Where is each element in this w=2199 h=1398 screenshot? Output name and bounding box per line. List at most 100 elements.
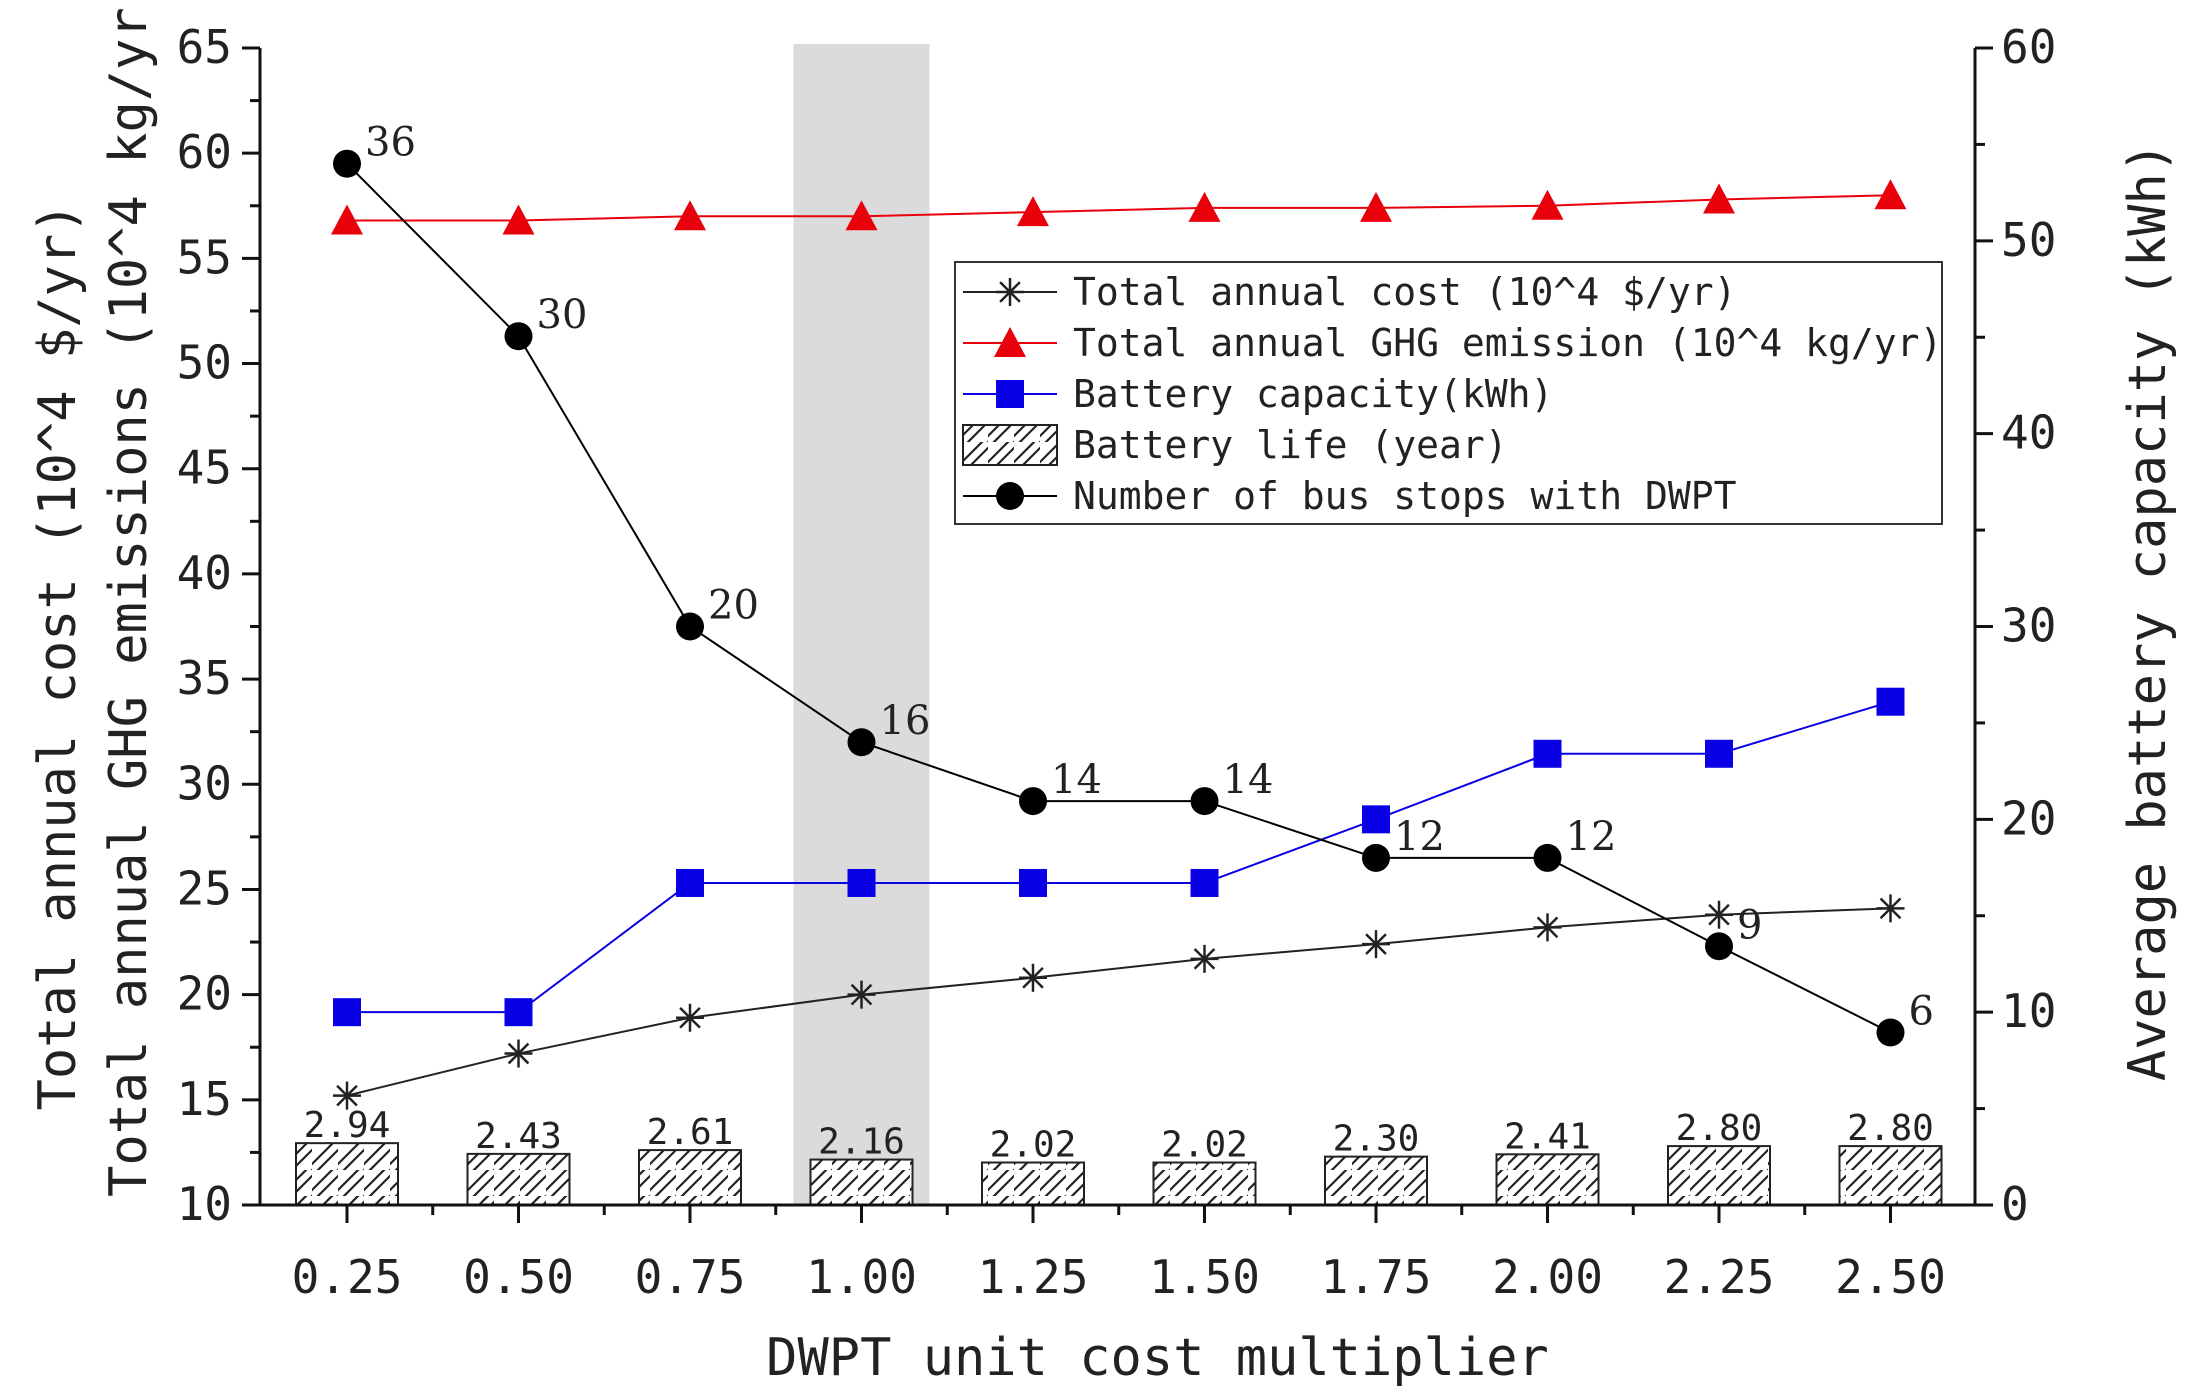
circle-series-line (346, 162, 1891, 1034)
legend-swatch-triangle (994, 327, 1026, 357)
battery-life-bar (1495, 1153, 1600, 1207)
battery-life-label: 2.61 (647, 1112, 734, 1153)
circle-point (1362, 843, 1390, 872)
battery-life-bar (295, 1142, 399, 1206)
battery-life-label: 2.94 (304, 1105, 391, 1146)
legend-swatch-square (996, 380, 1024, 408)
left-tick-label: 50 (177, 336, 232, 390)
battery-life-label: 2.80 (1676, 1108, 1763, 1149)
legend-swatch-hatch (962, 424, 1058, 466)
right-tick-label: 10 (2001, 984, 2056, 1038)
legend-label: Total annual GHG emission (10^4 kg/yr) (1073, 321, 1942, 365)
triangle-point (674, 200, 706, 231)
asterisk-stroke (1536, 916, 1559, 939)
battery-life-bar (466, 1152, 571, 1206)
left-tick-label: 60 (177, 125, 232, 179)
battery-life-label: 2.41 (1504, 1116, 1591, 1157)
circle-point (333, 149, 361, 178)
triangle-point (502, 204, 535, 235)
circle-point (847, 728, 876, 757)
left-tick-label: 25 (177, 861, 232, 915)
square-point (1362, 805, 1390, 834)
asterisk-point (1019, 963, 1047, 992)
circle-point (1533, 843, 1562, 872)
bus-stop-count-label: 9 (1737, 902, 1762, 948)
asterisk-point (504, 1039, 533, 1068)
axes-group: 10 15 20 25 30 35 40 45 50 55 60 65 0 10 20 30 40 50 60 0.2… (28, 0, 2178, 1388)
battery-life-label: 2.02 (1161, 1125, 1248, 1166)
bus-stop-count-label: 12 (1394, 814, 1445, 860)
x-tick-label: 1.75 (1321, 1250, 1432, 1304)
left-tick-label: 30 (177, 756, 232, 810)
series-group (331, 149, 1907, 1110)
asterisk-stroke (1022, 967, 1044, 989)
asterisk-point (676, 1003, 704, 1032)
asterisk-stroke (679, 1006, 701, 1029)
x-tick-label: 1.50 (1149, 1250, 1260, 1304)
asterisk-stroke (999, 281, 1021, 303)
circle-point (504, 322, 533, 351)
legend-label: Number of bus stops with DWPT (1073, 474, 1736, 518)
right-tick-label: 40 (2001, 406, 2056, 460)
bus-stop-count-label: 6 (1909, 989, 1934, 1035)
triangle-point (1703, 183, 1735, 214)
asterisk-stroke (336, 1084, 358, 1107)
asterisk-stroke (1193, 948, 1216, 970)
asterisk-stroke (1708, 903, 1730, 926)
asterisk-stroke (507, 1042, 530, 1065)
right-tick-label: 20 (2001, 791, 2056, 845)
square-point (504, 998, 533, 1027)
left-tick-label: 20 (177, 967, 232, 1021)
circle-point (676, 612, 704, 641)
bus-stop-count-label: 30 (537, 292, 588, 338)
triangle-point (331, 204, 363, 235)
triangle-point (1017, 196, 1049, 227)
left-tick-label: 40 (177, 546, 232, 600)
circle-point (1190, 787, 1219, 816)
left-tick-label: 15 (177, 1072, 232, 1126)
battery-life-bar (1324, 1155, 1428, 1206)
x-tick-label: 2.25 (1664, 1250, 1775, 1304)
highlight-band (793, 44, 930, 1205)
battery-life-label: 2.80 (1847, 1108, 1934, 1149)
bus-stop-count-label: 14 (1051, 757, 1102, 803)
square-point (1190, 868, 1219, 897)
legend-label: Battery life (year) (1073, 423, 1508, 467)
battery-life-label: 2.43 (475, 1116, 562, 1157)
asterisk-series-line (346, 907, 1891, 1097)
square-series-line (347, 700, 1891, 1014)
triangle-point (1874, 179, 1907, 210)
circle-point (1705, 932, 1733, 961)
x-axis-title: DWPT unit cost multiplier (766, 1328, 1549, 1388)
left-tick-label: 65 (177, 20, 232, 74)
square-point (1019, 868, 1047, 897)
y-axis-title-ghg: Total annual GHG emissions (10^4 kg/yr) (99, 0, 159, 1197)
asterisk-point (847, 980, 876, 1009)
right-tick-label: 50 (2001, 213, 2056, 267)
bus-stop-count-label: 12 (1566, 814, 1617, 860)
right-tick-label: 30 (2001, 599, 2056, 653)
legend-label: Battery capacity(kWh) (1073, 372, 1553, 416)
asterisk-point (1876, 894, 1905, 923)
battery-life-bar (638, 1149, 742, 1206)
x-tick-label: 2.50 (1835, 1250, 1946, 1304)
asterisk-stroke (1879, 897, 1902, 920)
square-point (1533, 739, 1562, 768)
legend: Total annual cost (10^4 $/yr) Total annua… (954, 261, 1943, 525)
left-tick-label: 45 (177, 441, 232, 495)
left-tick-label: 55 (177, 230, 232, 284)
triangle-point (1188, 191, 1221, 222)
circle-point (1019, 787, 1047, 816)
square-point (333, 998, 361, 1027)
asterisk-point (1533, 913, 1562, 942)
asterisk-stroke (1365, 933, 1387, 955)
asterisk-point (333, 1081, 361, 1110)
legend-swatch-asterisk (996, 278, 1024, 306)
right-tick-label: 0 (2001, 1177, 2029, 1231)
left-tick-label: 10 (177, 1177, 232, 1231)
asterisk-point (1705, 900, 1733, 929)
battery-life-bar (1667, 1145, 1771, 1206)
x-tick-label: 1.25 (978, 1250, 1089, 1304)
triangle-point (1360, 191, 1392, 222)
